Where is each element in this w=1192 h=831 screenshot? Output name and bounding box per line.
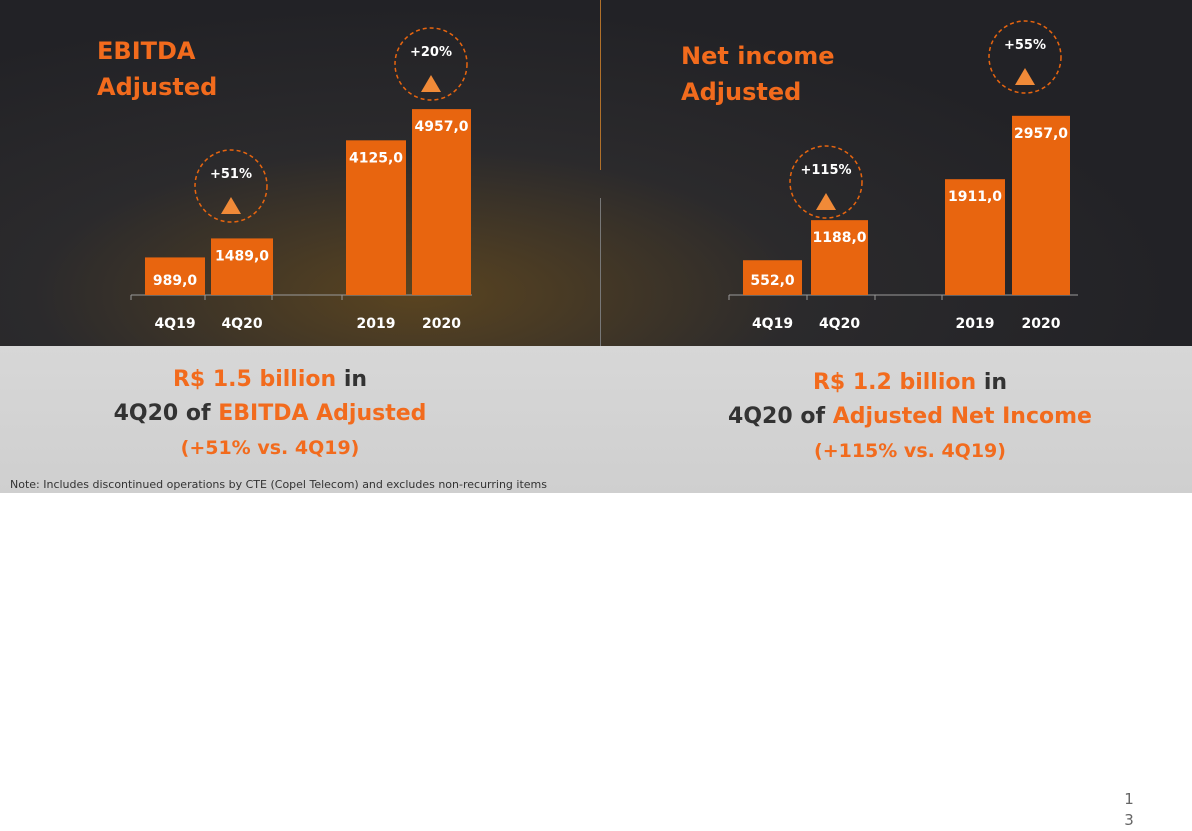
ebitda-tick-label-2019: 2019 <box>357 316 396 332</box>
net-income-tick-label-2019: 2019 <box>956 316 995 332</box>
net-income-tick-label-4q19: 4Q19 <box>752 316 793 332</box>
ebitda-summary-metric: EBITDA Adjusted <box>218 401 427 426</box>
net-income-title-line2: Adjusted <box>681 78 802 106</box>
net-income-title-line1: Net income <box>681 42 835 70</box>
net-income-summary-amount: R$ 1.2 billion <box>812 370 977 395</box>
net-income-bar-chart: 552,0 4Q19 1188,0 4Q20 1911,0 2019 2957,0 2020 +… <box>728 20 1078 332</box>
ebitda-summary-in: in <box>343 367 368 392</box>
footnote: Note: Includes discontinued operations b… <box>10 478 547 491</box>
ebitda-growth-circle-1 <box>194 149 268 223</box>
net-income-summary-metric: Adjusted Net Income <box>832 404 1092 429</box>
panel-divider-lower <box>600 198 601 346</box>
net-income-summary-period: 4Q20 <box>728 404 793 429</box>
up-arrow-icon <box>221 197 241 214</box>
ebitda-title-line1: EBITDA <box>97 37 196 65</box>
net-income-value-label-2019: 1911,0 <box>948 189 1002 205</box>
page-number: 1 3 <box>1122 789 1136 831</box>
net-income-growth-circle-2 <box>988 20 1062 94</box>
ebitda-chart-title: EBITDA Adjusted <box>97 33 217 105</box>
panel-divider <box>600 0 601 170</box>
up-arrow-icon <box>421 75 441 92</box>
ebitda-summary-period: 4Q20 <box>113 401 179 426</box>
ebitda-value-label-4q20: 1489,0 <box>215 248 269 264</box>
ebitda-growth-label-2: +20% <box>410 45 452 60</box>
net-income-summary-in: in <box>983 370 1008 395</box>
page-number-digit-1: 1 <box>1124 790 1134 808</box>
net-income-growth-circle-1 <box>789 145 863 219</box>
ebitda-value-label-2020: 4957,0 <box>414 119 468 135</box>
up-arrow-icon <box>816 193 836 210</box>
net-income-value-label-4q19: 552,0 <box>750 273 795 289</box>
net-income-bar-4q19 <box>743 260 802 295</box>
ebitda-bar-4q19 <box>145 257 205 295</box>
ebitda-summary-of: of <box>185 401 211 426</box>
net-income-growth-label-1: +115% <box>800 163 851 178</box>
net-income-summary: R$ 1.2 billion in 4Q20 of Adjusted Net I… <box>700 366 1120 468</box>
net-income-summary-of: of <box>800 404 826 429</box>
ebitda-growth-circle-2 <box>394 27 468 101</box>
net-income-value-label-2020: 2957,0 <box>1014 126 1068 142</box>
up-arrow-icon <box>1015 68 1035 85</box>
ebitda-value-label-4q19: 989,0 <box>153 273 198 289</box>
ebitda-summary-growth: (+51% vs. 4Q19) <box>180 437 360 459</box>
ebitda-bar-2020 <box>412 109 471 295</box>
net-income-tick-label-4q20: 4Q20 <box>819 316 860 332</box>
ebitda-bar-2019 <box>346 140 406 295</box>
ebitda-tick-label-2020: 2020 <box>422 316 461 332</box>
ebitda-growth-label-1: +51% <box>210 167 252 182</box>
ebitda-summary-amount: R$ 1.5 billion <box>172 367 337 392</box>
net-income-growth-label-2: +55% <box>1004 38 1046 53</box>
ebitda-value-label-2019: 4125,0 <box>349 150 403 166</box>
net-income-value-label-4q20: 1188,0 <box>812 230 866 246</box>
ebitda-summary: R$ 1.5 billion in 4Q20 of EBITDA Adjuste… <box>80 363 460 465</box>
ebitda-tick-label-4q20: 4Q20 <box>221 316 262 332</box>
ebitda-tick-label-4q19: 4Q19 <box>154 316 195 332</box>
net-income-bar-2020 <box>1012 115 1070 295</box>
ebitda-bar-chart: 989,0 4Q19 1489,0 4Q20 4125,0 2019 4957,0 2020 +… <box>130 27 472 332</box>
ebitda-title-line2: Adjusted <box>97 73 218 101</box>
net-income-chart-title: Net income Adjusted <box>681 38 835 110</box>
net-income-bar-4q20 <box>811 220 868 295</box>
net-income-bar-2019 <box>945 179 1005 295</box>
summary-band: R$ 1.5 billion in 4Q20 of EBITDA Adjuste… <box>0 346 1192 829</box>
net-income-tick-label-2020: 2020 <box>1022 316 1061 332</box>
chart-area-background: EBITDA Adjusted Net income Adjusted 989,… <box>0 0 1192 346</box>
ebitda-bar-4q20 <box>211 238 273 295</box>
page-number-digit-2: 3 <box>1124 811 1134 829</box>
net-income-summary-growth: (+115% vs. 4Q19) <box>814 440 1006 462</box>
